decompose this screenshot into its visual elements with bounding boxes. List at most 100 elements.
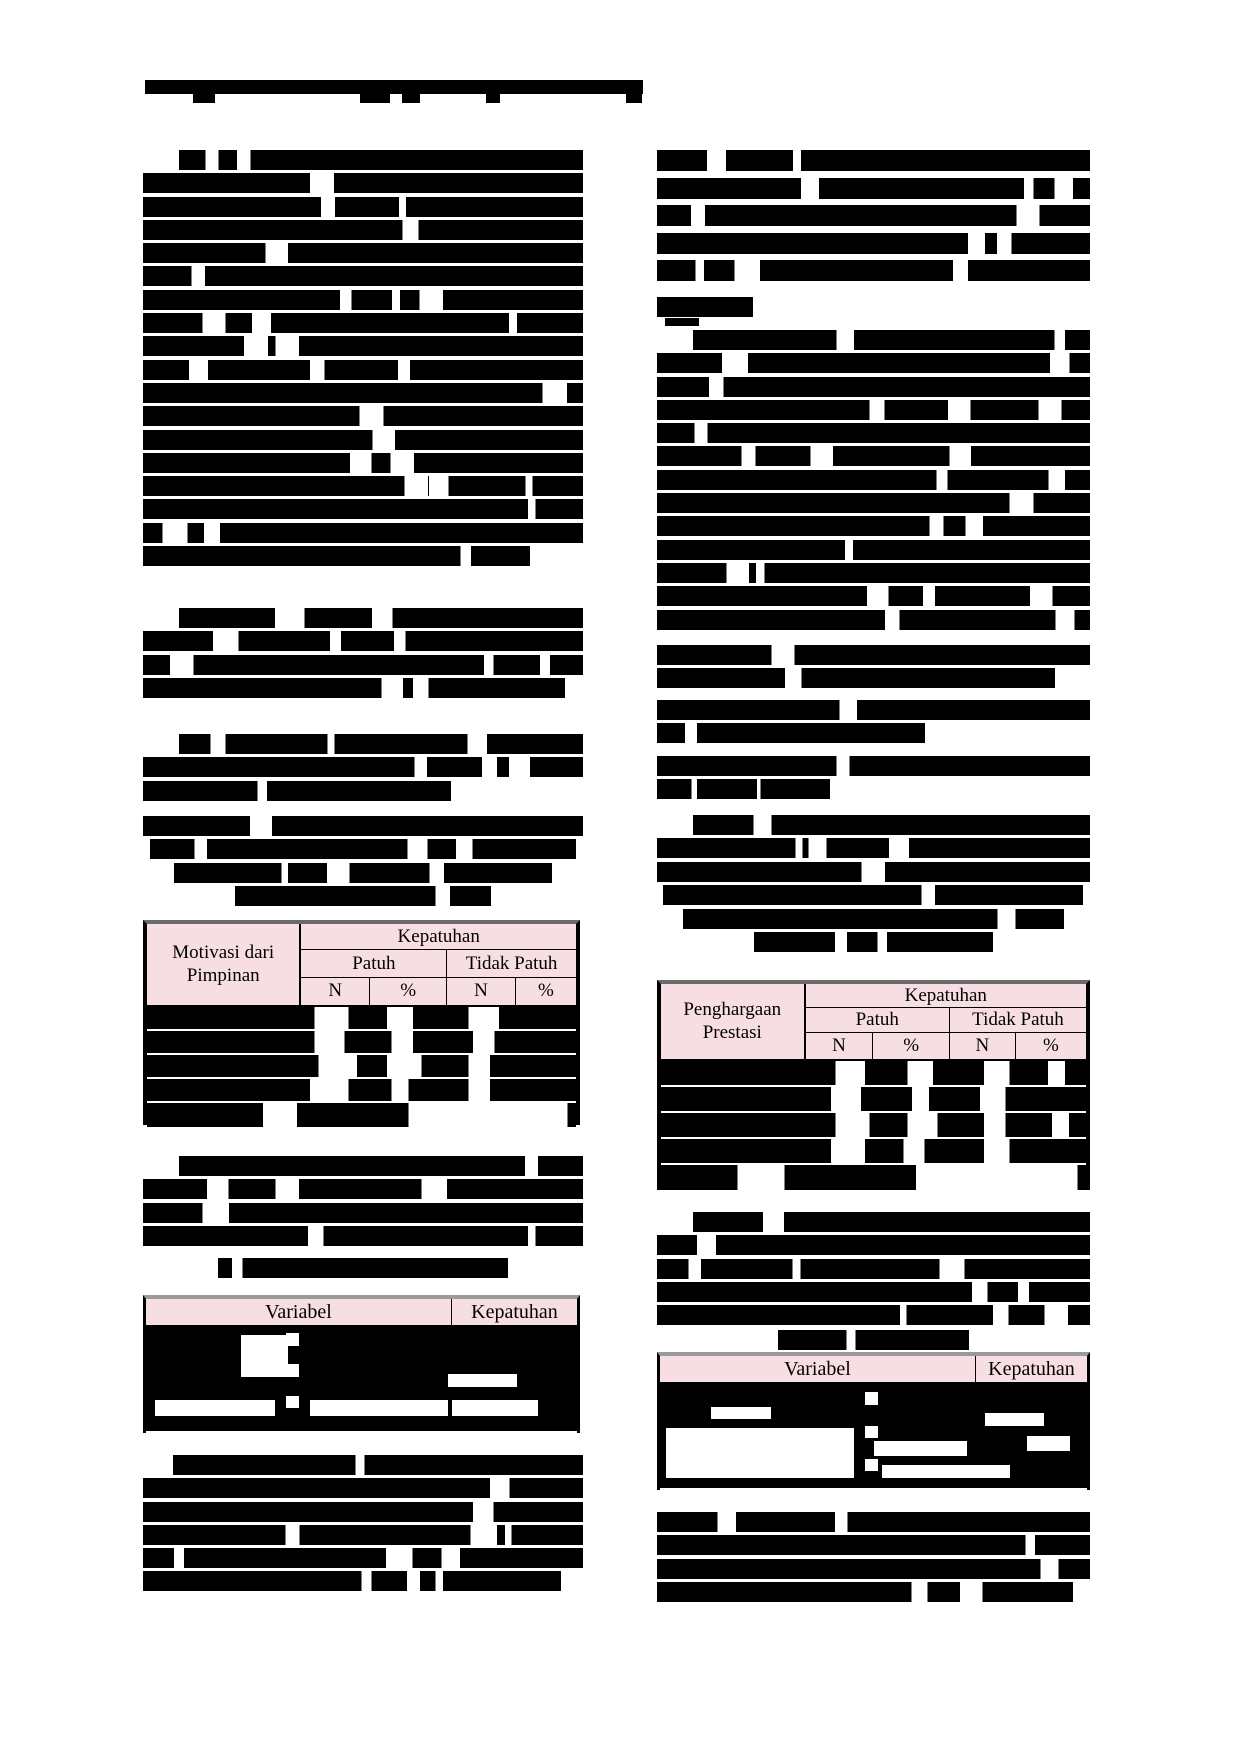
redacted-text-line [657,862,1090,882]
redacted-text-line [143,382,583,403]
redacted-text-line [143,266,583,287]
redacted-paragraph [143,1156,583,1249]
redacted-text-line [143,429,583,450]
table-col-header-n: N [950,1032,1016,1059]
table-subheader-patuh: Patuh [301,950,448,978]
redacted-text-line [657,1581,1073,1602]
redacted-text-line [657,232,1090,254]
redacted-text-line [173,862,553,883]
redaction-gap [882,1465,1011,1478]
redaction-gap [309,1399,448,1417]
redacted-text-line [179,150,583,170]
redacted-text-line [143,1524,583,1545]
redacted-text-line [657,150,1090,171]
redacted-text-line [179,608,583,628]
redacted-text-line [143,196,583,217]
redacted-table-total-row [147,1103,576,1127]
redacted-text-line [657,586,1090,607]
table-body-redacted [661,1061,1086,1190]
table-col-header-pct: % [1042,1034,1059,1056]
redacted-text-line [657,423,1090,444]
redacted-text-line [657,562,1090,583]
redacted-text-line [657,1305,1090,1326]
redacted-text-line [143,1202,583,1223]
redacted-text-line [143,219,583,240]
redacted-paragraph [657,150,1090,288]
redacted-text-line [657,493,1090,514]
redacted-text-line [143,1548,583,1569]
redacted-text-line [143,289,583,310]
redacted-paragraph [143,608,583,701]
table-col-header-variabel: Variabel [146,1299,452,1325]
table-col-header-pct: % [370,977,448,1005]
redacted-text-line [143,243,583,264]
redacted-text-line [143,499,583,520]
redacted-text-line [657,469,1090,490]
redacted-text-line [657,376,1090,397]
redacted-text-line [657,539,1090,560]
redacted-text-line [663,885,1084,906]
redacted-text-line [693,815,1090,835]
redacted-text-line [657,353,1090,374]
redacted-paragraph [657,756,1090,803]
running-head-redacted [145,80,643,94]
redacted-table-caption [657,862,1090,955]
redacted-text-line [657,446,1090,467]
table-row-label-header: Penghargaan Prestasi [661,984,806,1059]
table-col-header-n: N [447,977,516,1005]
redacted-paragraph [657,1212,1090,1328]
redacted-table-caption [143,816,583,909]
redacted-text-line [179,1156,583,1176]
redacted-text-line [657,645,1090,665]
redacted-text-line [143,677,566,698]
redaction-gap [452,1399,539,1417]
redaction-gap [711,1406,771,1420]
redaction-gap [864,1458,878,1472]
table-variabel-left: Variabel Kepatuhan [143,1295,580,1433]
redacted-text-line [143,173,583,194]
redacted-subheading-fragment [665,318,699,326]
redacted-table-row [661,1087,1086,1111]
redacted-subheading [657,297,753,317]
redacted-text-line [143,1571,561,1592]
table-subheader-tidak-patuh: Tidak Patuh [949,1008,1086,1033]
redacted-table-row [147,1007,576,1029]
redacted-text-line [657,723,926,744]
table-col-header-variabel: Variabel [660,1356,976,1382]
redacted-text-line [657,399,1090,420]
redacted-text-line [143,1478,583,1499]
redacted-paragraph [657,1512,1090,1605]
redacted-text-line [657,1535,1090,1556]
redacted-text-line [143,522,583,543]
redacted-text-line [657,1258,1090,1279]
redacted-text-line [143,757,583,778]
redacted-table-row [661,1113,1086,1137]
redacted-text-line [657,1235,1090,1256]
redacted-text-line [657,779,831,800]
table-header: Penghargaan Prestasi Kepatuhan Patuh Tid… [661,984,1086,1061]
redacted-text-line [235,885,491,906]
redacted-text-line [149,839,577,860]
table-penghargaan-prestasi: Penghargaan Prestasi Kepatuhan Patuh Tid… [657,980,1090,1190]
redacted-text-line [778,1330,969,1350]
redaction-gap [447,1373,517,1388]
redacted-text-line [143,1501,583,1522]
running-head-redacted-fragment [486,94,500,103]
running-head-redacted-fragment [402,94,420,103]
redacted-table-total-row [661,1165,1086,1190]
table-row-label-header: Motivasi dari Pimpinan [147,924,302,1005]
redaction-gap [154,1399,276,1417]
redacted-text-line [143,816,583,836]
redacted-text-line [657,1512,1090,1532]
redacted-text-line [143,359,583,380]
redaction-gap [240,1335,289,1377]
redacted-text-line [143,631,583,652]
redacted-text-line [693,1212,1090,1232]
redacted-paragraph [657,645,1090,692]
redacted-text-line [143,313,583,334]
redacted-text-line [143,452,583,473]
redacted-text-line [657,668,1056,689]
table-subheader-tidak-patuh: Tidak Patuh [447,950,576,978]
redacted-text-line [657,1558,1090,1579]
